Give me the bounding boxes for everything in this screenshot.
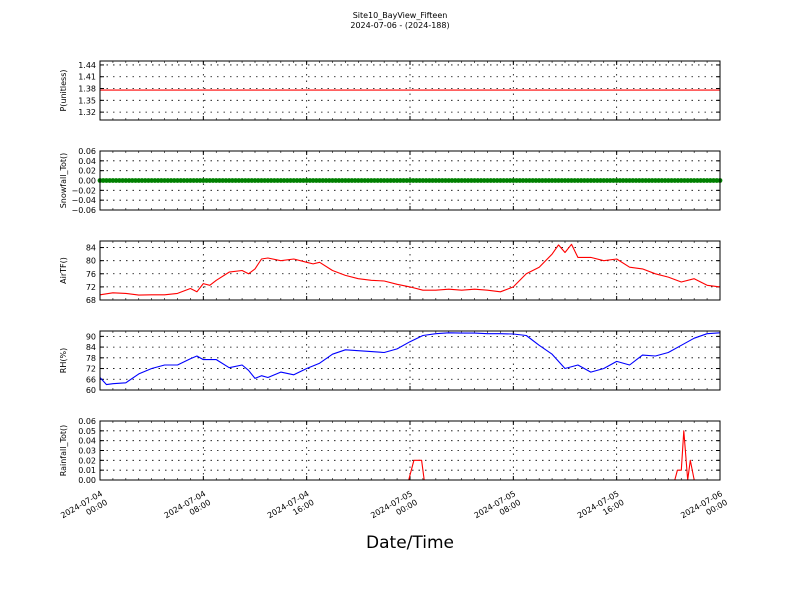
y-tick-label: 0.01 [78,466,96,475]
y-tick-label: 0.02 [78,456,96,465]
y-tick-label: 72 [86,365,96,374]
y-tick-label: 1.35 [78,96,96,105]
y-axis-label: Snowfall_Tot() [59,153,68,209]
y-tick-label: 0.06 [78,417,96,426]
y-tick-label: 78 [86,354,96,363]
panel-frame [99,150,721,211]
y-tick-label: 72 [86,283,96,292]
panel-5: 0.060.050.040.030.020.010.00 Rainfall_Tot… [59,417,721,485]
panel-frame [99,60,721,121]
chart-subtitle: 2024-07-06 - (2024-188) [350,21,450,30]
panel-1: 1.44 1.41 1.38 1.35 1.32 P(unitless) [59,60,721,121]
y-tick-label: 0.00 [78,476,96,485]
y-tick-label: 0.04 [78,157,96,166]
y-tick-label: 1.41 [78,73,96,82]
y-tick-label: 0.06 [78,147,96,156]
series-line [99,332,721,386]
y-tick-label: −0.04 [71,196,96,205]
panel-3: 84 80 76 72 68 AirTF() [59,240,721,305]
y-tick-label: 80 [86,257,96,266]
panel-frame [99,330,721,391]
y-axis-label: Rainfall_Tot() [59,425,68,477]
y-axis-label: AirTF() [59,257,68,284]
y-tick-label: 0.03 [78,447,96,456]
y-axis-label: P(unitless) [59,69,68,111]
y-tick-label: 84 [86,244,96,253]
series-line [99,243,721,296]
y-tick-label: 0.00 [78,177,96,186]
y-tick-label: 60 [86,386,96,395]
x-axis-label: Date/Time [366,533,454,553]
chart-title: Site10_BayView_Fifteen [352,11,448,20]
y-tick-label: −0.06 [71,206,96,215]
y-tick-label: 84 [86,343,96,352]
y-tick-label: −0.02 [71,186,96,195]
y-tick-label: 76 [86,270,96,279]
y-tick-label: 1.32 [78,108,96,117]
y-tick-label: 68 [86,296,96,305]
y-tick-label: 0.05 [78,427,96,436]
y-tick-label: 0.04 [78,437,96,446]
y-tick-label: 66 [86,375,96,384]
y-tick-label: 0.02 [78,167,96,176]
y-tick-label: 1.38 [78,85,96,94]
y-tick-label: 90 [86,332,96,341]
panel-frame [99,240,721,301]
panel-2: 0.060.040.020.00−0.02−0.04−0.06Snowfall_… [59,147,723,215]
series-line [100,430,720,481]
panel-frame [99,420,721,481]
y-axis-label: RH(%) [59,348,68,373]
y-tick-label: 1.44 [78,61,96,70]
